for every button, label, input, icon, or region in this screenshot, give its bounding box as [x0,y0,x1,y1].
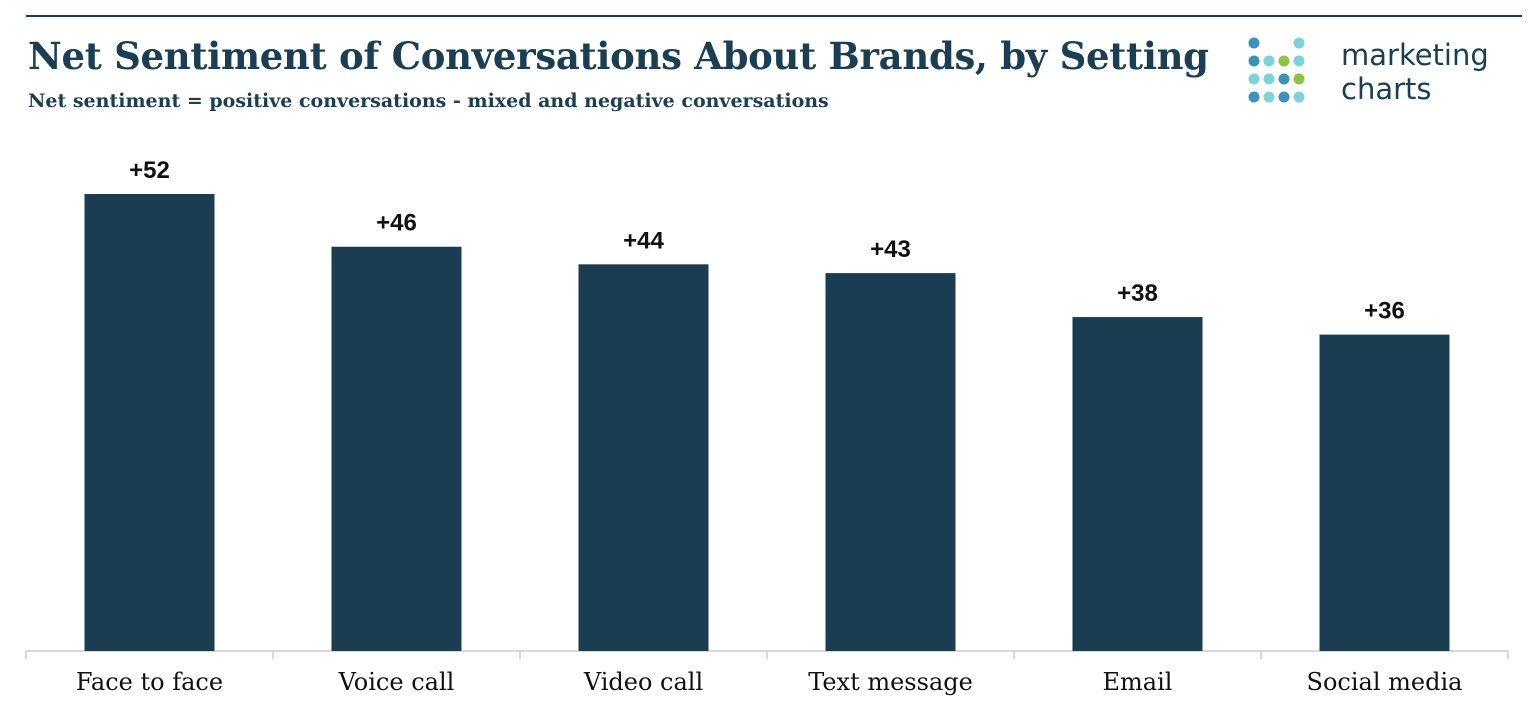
logo-word-charts: charts [1341,72,1432,106]
logo-word-marketing: marketing [1341,38,1489,72]
chart-title: Net Sentiment of Conversations About Bra… [28,34,1209,78]
data-label: +36 [1364,298,1405,325]
logo-dot [1293,73,1305,85]
logo-dot [1293,37,1305,49]
logo-dot [1263,55,1275,67]
logo-wordmark: marketing charts [1341,38,1489,106]
x-tick-label: Email [1103,668,1173,696]
data-label: +44 [623,227,664,254]
logo-dot [1293,91,1305,103]
logo-dot [1248,91,1260,103]
bar-text-message [825,273,956,651]
logo-dots-icon [1248,37,1305,103]
bar-email [1072,317,1203,651]
x-tick-label: Text message [808,668,973,696]
data-label: +38 [1117,280,1158,307]
data-label: +43 [870,236,911,263]
x-tick-label: Video call [583,668,703,696]
bar-social-media [1319,334,1450,651]
logo-dot [1278,91,1290,103]
bar-video-call [578,264,709,651]
logo-dot [1248,55,1260,67]
logo-dot [1263,91,1275,103]
x-tick-label: Face to face [76,668,223,696]
chart-subtitle: Net sentiment = positive conversations -… [28,90,829,112]
bar-face-to-face [84,194,215,651]
logo-dot [1248,73,1260,85]
logo-dot [1278,55,1290,67]
bar-voice-call [331,246,462,651]
logo-dot [1263,73,1275,85]
marketing-charts-logo: marketing charts [1244,32,1524,112]
logo-dot [1293,55,1305,67]
logo-dot [1278,73,1290,85]
x-tick-label: Voice call [338,668,455,696]
data-label: +52 [129,157,170,184]
x-tick-label: Social media [1307,668,1463,696]
data-label: +46 [376,210,417,237]
logo-dot [1248,37,1260,49]
top-rule [26,15,1522,17]
